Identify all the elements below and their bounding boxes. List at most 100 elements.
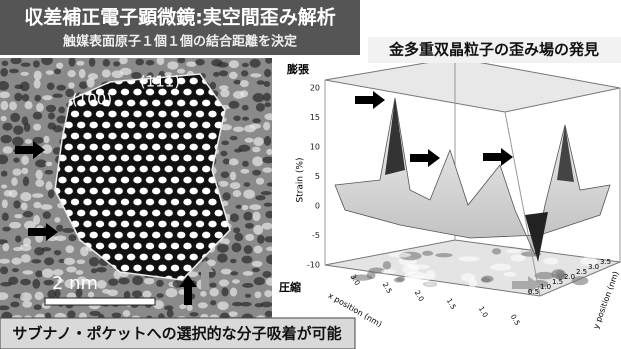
y-tick-label: 2.0	[564, 273, 575, 281]
atom-column	[115, 254, 123, 261]
texture-spot	[243, 189, 255, 198]
texture-spot	[262, 156, 274, 163]
texture-spot	[22, 94, 30, 102]
texture-spot	[186, 61, 196, 67]
floor-spot	[506, 249, 521, 253]
atom-column	[108, 155, 116, 162]
texture-spot	[42, 95, 52, 100]
texture-spot	[67, 310, 75, 318]
texture-spot	[232, 279, 240, 283]
texture-spot	[195, 59, 205, 66]
atom-column	[102, 144, 110, 151]
texture-spot	[245, 223, 254, 229]
atom-column	[127, 210, 135, 217]
texture-spot	[46, 105, 56, 113]
texture-spot	[1, 184, 7, 188]
atom-column	[202, 166, 210, 173]
texture-spot	[217, 253, 228, 262]
texture-spot	[243, 271, 253, 276]
floor-spot	[458, 256, 479, 261]
texture-spot	[53, 125, 63, 132]
texture-spot	[254, 246, 263, 254]
atom-column	[96, 243, 104, 250]
scale-bar-label: 2 nm	[52, 273, 98, 294]
z-tick-label: 15	[310, 113, 320, 122]
atom-column	[196, 155, 204, 162]
texture-spot	[33, 60, 40, 67]
texture-spot	[261, 191, 272, 195]
texture-spot	[1, 116, 7, 121]
atom-column	[196, 221, 204, 228]
floor-spot	[422, 251, 433, 256]
atom-column	[165, 122, 173, 129]
texture-spot	[264, 203, 273, 207]
texture-spot	[35, 292, 44, 300]
atom-column	[202, 210, 210, 217]
texture-spot	[23, 176, 29, 186]
atom-column	[158, 243, 166, 250]
texture-spot	[264, 102, 271, 107]
arrow	[355, 91, 385, 109]
floor-spot	[579, 250, 593, 256]
atom-column	[121, 177, 129, 184]
texture-spot	[69, 57, 76, 67]
atom-column	[177, 144, 185, 151]
atom-column	[102, 122, 110, 129]
texture-spot	[266, 247, 277, 252]
texture-spot	[56, 225, 63, 232]
texture-spot	[230, 136, 238, 140]
floor-spot	[481, 277, 491, 282]
texture-spot	[219, 70, 228, 76]
texture-spot	[58, 107, 65, 114]
atom-column	[202, 188, 210, 195]
atom-column	[146, 155, 154, 162]
z-tick-label: -10	[307, 261, 320, 270]
z-tick-label: 10	[310, 143, 320, 152]
atom-column	[152, 144, 160, 151]
floor-spot	[492, 248, 501, 255]
atom-column	[165, 254, 173, 261]
texture-spot	[23, 211, 33, 217]
texture-spot	[34, 71, 42, 81]
texture-spot	[35, 270, 43, 277]
texture-spot	[20, 72, 28, 76]
atom-column	[77, 122, 85, 129]
atom-column	[183, 111, 191, 118]
texture-spot	[164, 305, 173, 310]
atom-column	[121, 221, 129, 228]
texture-spot	[230, 259, 237, 263]
atom-column	[177, 166, 185, 173]
atom-column	[190, 254, 198, 261]
texture-spot	[233, 190, 242, 197]
atom-column	[208, 199, 216, 206]
texture-spot	[146, 60, 155, 66]
texture-spot	[220, 151, 227, 157]
texture-spot	[35, 159, 46, 167]
atom-column	[165, 232, 173, 239]
y-tick-label: 0.5	[528, 288, 539, 296]
texture-spot	[132, 276, 143, 285]
texture-spot	[20, 279, 31, 286]
atom-column	[133, 133, 141, 140]
atom-column	[96, 199, 104, 206]
x-tick-label: 1.5	[445, 297, 457, 311]
texture-spot	[142, 291, 151, 298]
texture-spot	[264, 113, 276, 120]
texture-spot	[230, 271, 238, 275]
atom-column	[140, 232, 148, 239]
micrograph: (100)(111)2 nm	[0, 55, 278, 322]
atom-column	[121, 199, 129, 206]
atom-column	[121, 133, 129, 140]
texture-spot	[242, 105, 249, 111]
atom-column	[171, 199, 179, 206]
texture-spot	[245, 138, 254, 143]
atom-column	[152, 254, 160, 261]
texture-spot	[221, 171, 230, 178]
atom-column	[133, 177, 141, 184]
atom-column	[152, 100, 160, 107]
texture-spot	[217, 243, 229, 252]
texture-spot	[56, 85, 66, 91]
texture-spot	[263, 93, 271, 102]
atom-column	[190, 78, 198, 85]
atom-column	[127, 100, 135, 107]
